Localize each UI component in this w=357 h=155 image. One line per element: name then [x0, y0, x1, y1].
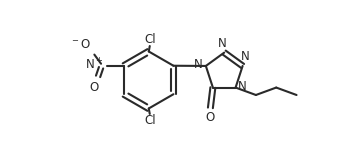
Text: N: N	[238, 80, 247, 93]
Text: O: O	[206, 111, 215, 124]
Text: Cl: Cl	[144, 114, 156, 127]
Text: N: N	[217, 37, 226, 50]
Text: N$^+$: N$^+$	[85, 57, 103, 72]
Text: Cl: Cl	[144, 33, 156, 46]
Text: N: N	[241, 50, 250, 63]
Text: N: N	[194, 58, 203, 71]
Text: $^-$O: $^-$O	[70, 38, 91, 51]
Text: O: O	[89, 81, 99, 94]
